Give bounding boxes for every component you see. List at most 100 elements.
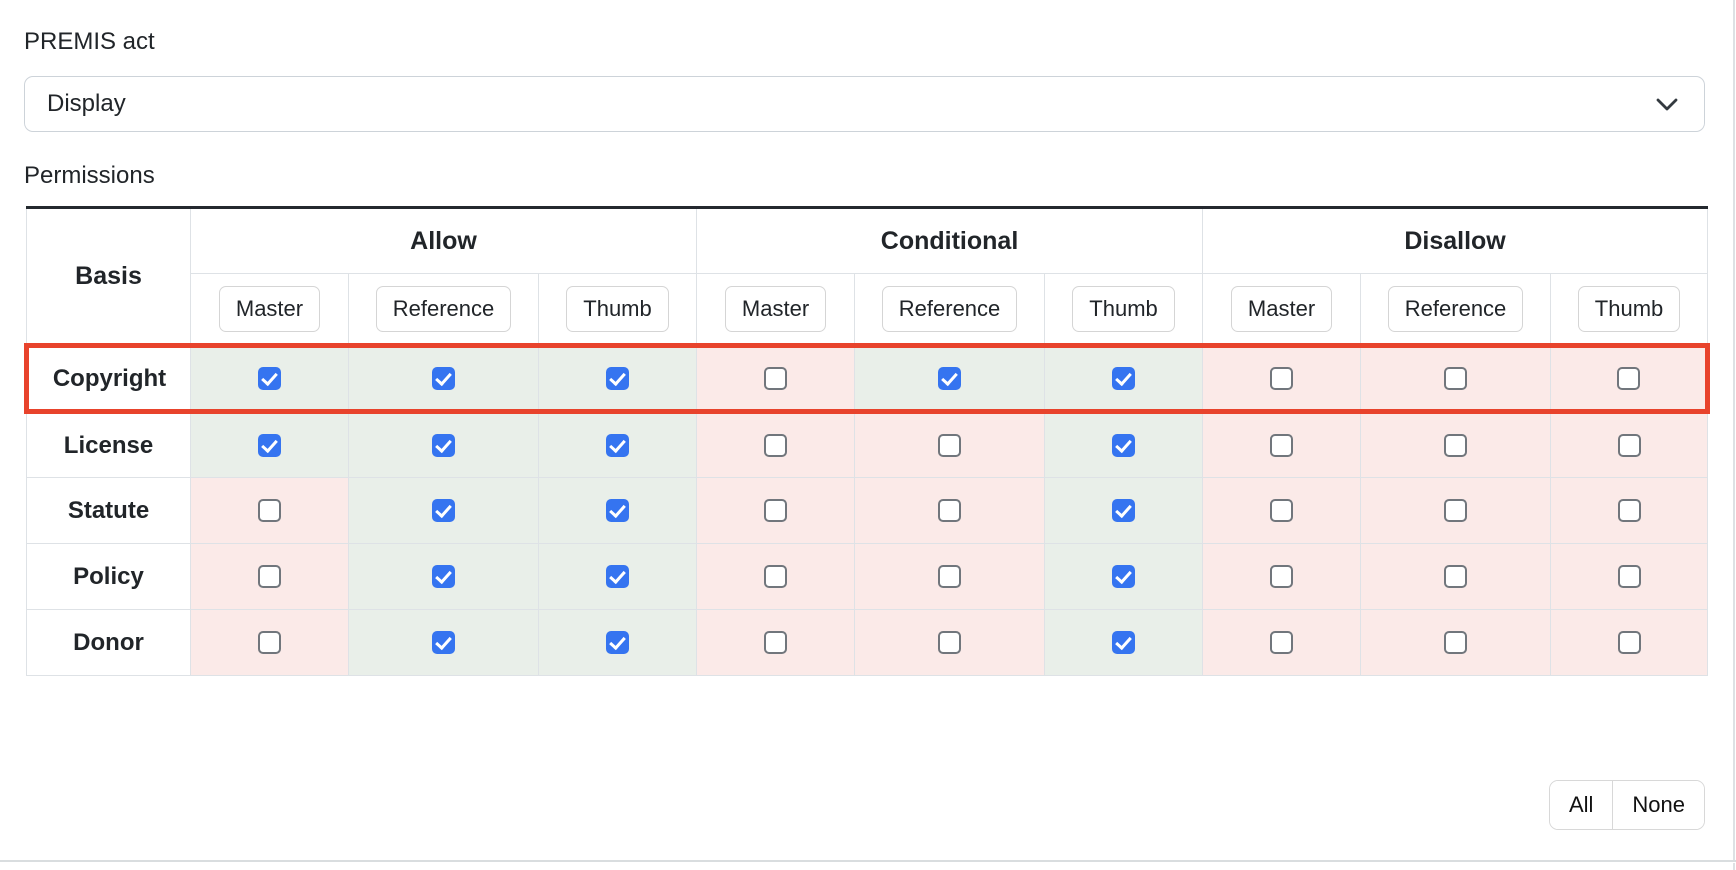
checkbox-unchecked[interactable] (938, 565, 962, 588)
checkbox-checked[interactable] (1112, 565, 1136, 588)
table-row-copyright: Copyright (24, 343, 1711, 414)
basis-label: Copyright (24, 343, 191, 414)
subcolumn-header-row: Master Reference Thumb Master Reference Thumb… (27, 273, 1709, 346)
permissions-label: Permissions (24, 162, 155, 189)
conditional-reference-cell (854, 543, 1046, 610)
subcolumn-header-cell: Master (190, 273, 349, 346)
checkbox-checked[interactable] (432, 434, 455, 457)
bottom-divider (0, 860, 1736, 863)
checkbox-unchecked[interactable] (1270, 434, 1294, 457)
checkbox-unchecked[interactable] (1444, 631, 1468, 654)
checkbox-checked[interactable] (1112, 434, 1136, 457)
column-button-conditional-thumb[interactable]: Thumb (1072, 285, 1175, 332)
checkbox-checked[interactable] (432, 565, 455, 588)
checkbox-unchecked[interactable] (1270, 367, 1294, 390)
column-button-allow-thumb[interactable]: Thumb (566, 285, 669, 332)
checkbox-checked[interactable] (432, 499, 455, 522)
checkbox-unchecked[interactable] (764, 565, 788, 588)
column-button-conditional-master[interactable]: Master (724, 285, 827, 332)
basis-column-header: Basis (26, 207, 191, 346)
checkbox-unchecked[interactable] (1444, 499, 1468, 522)
checkbox-unchecked[interactable] (1444, 434, 1468, 457)
group-header-row: Basis Allow Conditional Disallow (26, 207, 1709, 346)
allow-thumb-cell (537, 543, 698, 610)
checkbox-unchecked[interactable] (764, 499, 788, 522)
basis-label: Policy (26, 543, 191, 610)
group-header-allow: Allow (189, 207, 698, 274)
checkbox-unchecked[interactable] (1270, 565, 1294, 588)
checkbox-checked[interactable] (1112, 367, 1136, 390)
column-button-disallow-thumb[interactable]: Thumb (1577, 285, 1681, 332)
checkbox-unchecked[interactable] (1617, 434, 1641, 457)
checkbox-checked[interactable] (1112, 499, 1136, 522)
select-none-button[interactable]: None (1612, 781, 1704, 829)
allow-reference-cell (348, 609, 539, 676)
premis-act-select[interactable]: Display (24, 76, 1705, 132)
checkbox-checked[interactable] (432, 631, 455, 654)
permissions-table: Basis Allow Conditional Disallow Master R… (24, 206, 1711, 676)
checkbox-checked[interactable] (938, 367, 962, 390)
column-button-disallow-master[interactable]: Master (1230, 285, 1333, 332)
checkbox-checked[interactable] (1112, 631, 1136, 654)
column-button-allow-reference[interactable]: Reference (375, 285, 512, 332)
checkbox-checked[interactable] (606, 565, 630, 588)
checkbox-unchecked[interactable] (1270, 631, 1294, 654)
group-header-disallow: Disallow (1202, 207, 1709, 274)
disallow-reference-cell (1360, 411, 1552, 478)
allow-reference-cell (348, 543, 539, 610)
disallow-master-cell (1202, 543, 1362, 610)
checkbox-unchecked[interactable] (764, 434, 788, 457)
select-all-button[interactable]: All (1549, 781, 1613, 829)
checkbox-unchecked[interactable] (1616, 367, 1640, 390)
subcolumn-header-cell: Reference (348, 273, 539, 346)
checkbox-unchecked[interactable] (258, 499, 281, 522)
checkbox-unchecked[interactable] (1617, 565, 1641, 588)
conditional-master-cell (696, 477, 856, 544)
conditional-reference-cell (854, 477, 1046, 544)
allow-master-cell (190, 543, 349, 610)
checkbox-checked[interactable] (606, 367, 630, 390)
table-row-license: License (26, 411, 1709, 478)
allow-reference-cell (348, 343, 539, 414)
checkbox-unchecked[interactable] (1444, 565, 1468, 588)
subcolumn-header-cell: Reference (854, 273, 1046, 346)
checkbox-unchecked[interactable] (938, 499, 962, 522)
allow-master-cell (190, 477, 349, 544)
disallow-thumb-cell (1550, 343, 1711, 414)
column-button-disallow-reference[interactable]: Reference (1387, 285, 1524, 332)
table-row-policy: Policy (26, 543, 1709, 610)
allow-master-cell (190, 343, 349, 414)
checkbox-checked[interactable] (432, 367, 455, 390)
bulk-actions-group: All None (1548, 780, 1705, 830)
checkbox-unchecked[interactable] (258, 631, 281, 654)
subcolumn-header-cell: Master (1202, 273, 1362, 346)
disallow-master-cell (1202, 411, 1362, 478)
allow-master-cell (190, 411, 349, 478)
checkbox-unchecked[interactable] (1617, 631, 1641, 654)
checkbox-checked[interactable] (258, 434, 281, 457)
disallow-thumb-cell (1550, 543, 1709, 610)
table-row-statute: Statute (26, 477, 1709, 544)
checkbox-unchecked[interactable] (1270, 499, 1294, 522)
checkbox-unchecked[interactable] (938, 434, 962, 457)
checkbox-unchecked[interactable] (938, 631, 962, 654)
checkbox-checked[interactable] (606, 434, 630, 457)
checkbox-unchecked[interactable] (258, 565, 281, 588)
checkbox-unchecked[interactable] (1617, 499, 1641, 522)
column-button-conditional-reference[interactable]: Reference (881, 285, 1018, 332)
disallow-reference-cell (1360, 343, 1552, 414)
disallow-master-cell (1202, 609, 1362, 676)
checkbox-unchecked[interactable] (764, 367, 788, 390)
chevron-down-icon (1656, 98, 1678, 110)
disallow-master-cell (1202, 343, 1362, 414)
checkbox-unchecked[interactable] (764, 631, 788, 654)
conditional-master-cell (696, 411, 856, 478)
basis-label: License (26, 411, 191, 478)
disallow-reference-cell (1360, 543, 1552, 610)
allow-reference-cell (348, 411, 539, 478)
checkbox-checked[interactable] (258, 367, 281, 390)
checkbox-unchecked[interactable] (1444, 367, 1468, 390)
checkbox-checked[interactable] (606, 499, 630, 522)
checkbox-checked[interactable] (606, 631, 630, 654)
column-button-allow-master[interactable]: Master (218, 285, 321, 332)
